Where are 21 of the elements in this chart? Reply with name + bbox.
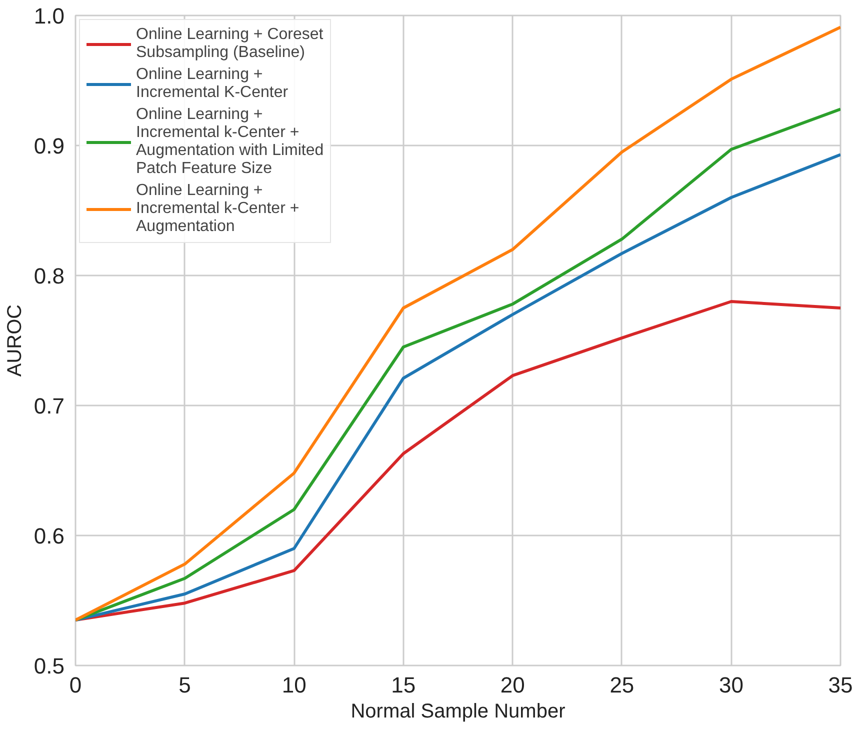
x-tick-label: 30 xyxy=(718,672,744,698)
y-tick-label: 0.9 xyxy=(34,134,65,158)
x-axis-title: Normal Sample Number xyxy=(350,700,566,722)
line-series xyxy=(76,300,840,622)
x-tick-label: 5 xyxy=(178,672,191,698)
y-tick-label: 1.0 xyxy=(34,4,65,28)
y-axis-title: AUROC xyxy=(4,304,26,377)
y-tick-label: 0.5 xyxy=(34,654,65,678)
legend-label: Online Learning + Incremental k-Center + Augmentation with Limited Patch Feature Size xyxy=(136,106,324,178)
y-tick-label: 0.7 xyxy=(34,394,65,418)
x-tick-label: 35 xyxy=(828,672,853,698)
x-tick-label: 10 xyxy=(282,672,306,698)
legend-label: Online Learning + Incremental k-Center + Augmentation xyxy=(136,182,300,236)
x-tick-label: 15 xyxy=(391,672,416,698)
y-tick-label: 0.8 xyxy=(34,264,65,288)
y-tick-label: 0.6 xyxy=(34,524,65,548)
x-tick-label: 25 xyxy=(610,672,634,698)
legend-label: Online Learning + Coreset Subsampling (Baseline) xyxy=(136,26,324,62)
x-tick-label: 0 xyxy=(69,672,82,698)
legend-label: Online Learning + Incremental K-Center xyxy=(136,66,288,102)
x-tick-label: 20 xyxy=(500,672,525,698)
